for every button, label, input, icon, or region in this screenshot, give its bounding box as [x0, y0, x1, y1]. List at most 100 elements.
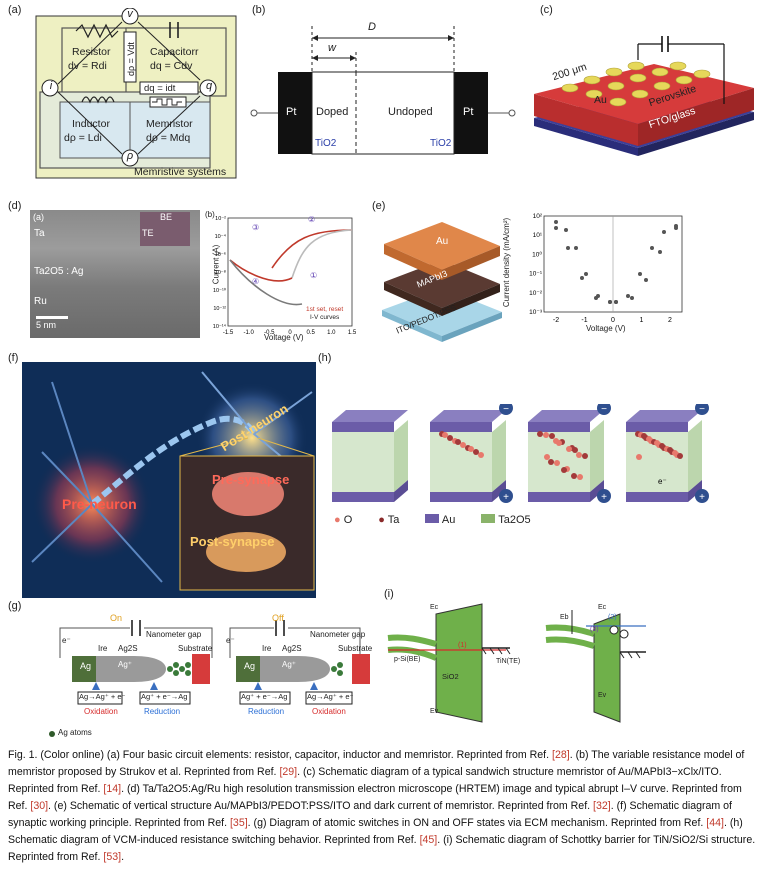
e-ytick: 10² [533, 213, 543, 220]
iv-curve [271, 229, 353, 269]
on-label: On [110, 613, 123, 623]
pt-right-label: Pt [463, 106, 474, 118]
ion-particle [672, 450, 678, 456]
vertical-equation: dρ = Vdt [126, 42, 136, 76]
minus-sign: − [699, 404, 705, 415]
pre-neuron-label: Pre-neuron [62, 496, 137, 512]
agplus-on: Ag⁺ [118, 660, 133, 669]
node-q: q [205, 80, 213, 92]
d-ytick: 10⁻⁴ [215, 233, 227, 240]
h-legend: ● O ● Ta Au Ta2O5 [334, 514, 531, 526]
box-oxidation-on: Ag→Ag⁺ + e⁻ [79, 692, 126, 701]
doped-label: Doped [316, 106, 349, 118]
ref-link-29[interactable]: [29] [279, 766, 298, 778]
nanogap-off: Nanometer gap [310, 630, 366, 639]
au-bottom-electrode [394, 480, 408, 502]
d-ytick: 10⁻² [215, 216, 226, 222]
e-data-point [626, 294, 630, 298]
caption-part: . (e) Schematic of vertical structure Au… [48, 800, 594, 812]
caption-part: Fig. 1. (Color online) (a) Four basic ci… [8, 749, 553, 761]
d-ytick: 10⁻¹² [213, 306, 226, 312]
ref-link-32[interactable]: [32] [593, 800, 611, 812]
ion-particle [442, 432, 448, 438]
substrate-off: Substrate [338, 644, 373, 653]
caption-part: . (f) Schematic diagram of synaptic work… [8, 800, 732, 829]
ref-link-45[interactable]: [45] [419, 834, 438, 846]
ev-label-2: Ev [598, 692, 607, 699]
ta2o5-layer [492, 420, 506, 492]
panel-e-label: (e) [372, 200, 386, 212]
caption-part: . (b) The variable resistance model of m… [8, 749, 745, 778]
panel-b-diagram [250, 26, 516, 155]
e-data-point [564, 228, 568, 232]
e-data-point [566, 246, 570, 250]
ion-particle [646, 436, 652, 442]
panel-f-label: (f) [8, 352, 19, 364]
p-si-label: p-Si(BE) [394, 656, 421, 663]
ref-link-28[interactable]: [28] [552, 749, 570, 761]
minus-terminal [499, 401, 513, 415]
figure-caption: Fig. 1. (Color online) (a) Four basic ci… [8, 747, 758, 866]
ire-off: Ire [262, 644, 272, 653]
ion-particle [582, 453, 588, 459]
minus-terminal [695, 401, 709, 415]
sub-b-label: (b) [205, 210, 215, 219]
caption-part: . [121, 851, 125, 863]
ec-label-1: Ec [430, 604, 439, 611]
ag-electrode-off: Ag [244, 661, 256, 671]
memristor-name: Memristor [146, 118, 193, 130]
e-data-point [658, 250, 662, 254]
ta2o5-layer [590, 420, 604, 492]
e-data-point [608, 300, 612, 304]
d-xtick: -0.5 [264, 330, 275, 336]
ref-link-14[interactable]: [14] [103, 783, 122, 795]
d-xtick: 1.5 [348, 330, 357, 336]
e-data-point [650, 246, 654, 250]
h-legend-o: ● O [334, 514, 353, 526]
au-top-electrode [626, 422, 688, 432]
ref-link-44[interactable]: [44] [706, 817, 724, 829]
e-xtick: 0 [611, 317, 615, 324]
ref-link-35[interactable]: [35] [229, 817, 248, 829]
ion-particle [572, 447, 578, 453]
d-ylabel: Current (A) [211, 244, 221, 285]
panel-b-label: (b) [252, 4, 266, 16]
ion-particle [554, 460, 560, 466]
panel-c-device-schematic [534, 36, 754, 156]
e-xtick: 2 [668, 317, 672, 324]
ion-particle [667, 447, 673, 453]
horizontal-equation: dq = idt [144, 83, 176, 94]
e-data-point [574, 246, 578, 250]
eb-label: Eb [560, 614, 569, 621]
ag-atoms-legend: Ag atoms [58, 728, 92, 737]
ion-particle [473, 449, 479, 455]
au-bottom-electrode [430, 492, 492, 502]
pt-left-label: Pt [286, 106, 297, 118]
ion-particle [566, 446, 572, 452]
schottky-band-diagram [387, 603, 646, 723]
e-data-point [580, 276, 584, 280]
ion-particle [576, 452, 582, 458]
au-bottom-electrode [492, 480, 506, 502]
e-xtick: -1 [581, 317, 587, 324]
nanogap-on: Nanometer gap [146, 630, 202, 639]
e-ytick: 10⁻¹ [529, 271, 543, 278]
ref-link-53[interactable]: [53] [103, 851, 122, 863]
e-data-point [554, 226, 558, 230]
ref-link-30[interactable]: [30] [30, 800, 49, 812]
e-data-point [594, 296, 598, 300]
iv-step-marker: ③ [252, 223, 259, 232]
au-bottom-electrode [590, 480, 604, 502]
synapse-illustration [22, 362, 316, 598]
au-bottom-electrode [332, 492, 394, 502]
au-top-electrode [332, 410, 408, 422]
device-inset-image [140, 212, 190, 246]
panel-c-label: (c) [540, 4, 553, 16]
plus-sign: + [503, 492, 509, 503]
au-bottom-electrode [626, 492, 688, 502]
d-xlabel: Voltage (V) [264, 333, 304, 342]
plus-terminal [597, 489, 611, 503]
ion-particle [561, 467, 567, 473]
au-top-electrode [528, 410, 604, 422]
dimension-D: D [368, 21, 376, 33]
